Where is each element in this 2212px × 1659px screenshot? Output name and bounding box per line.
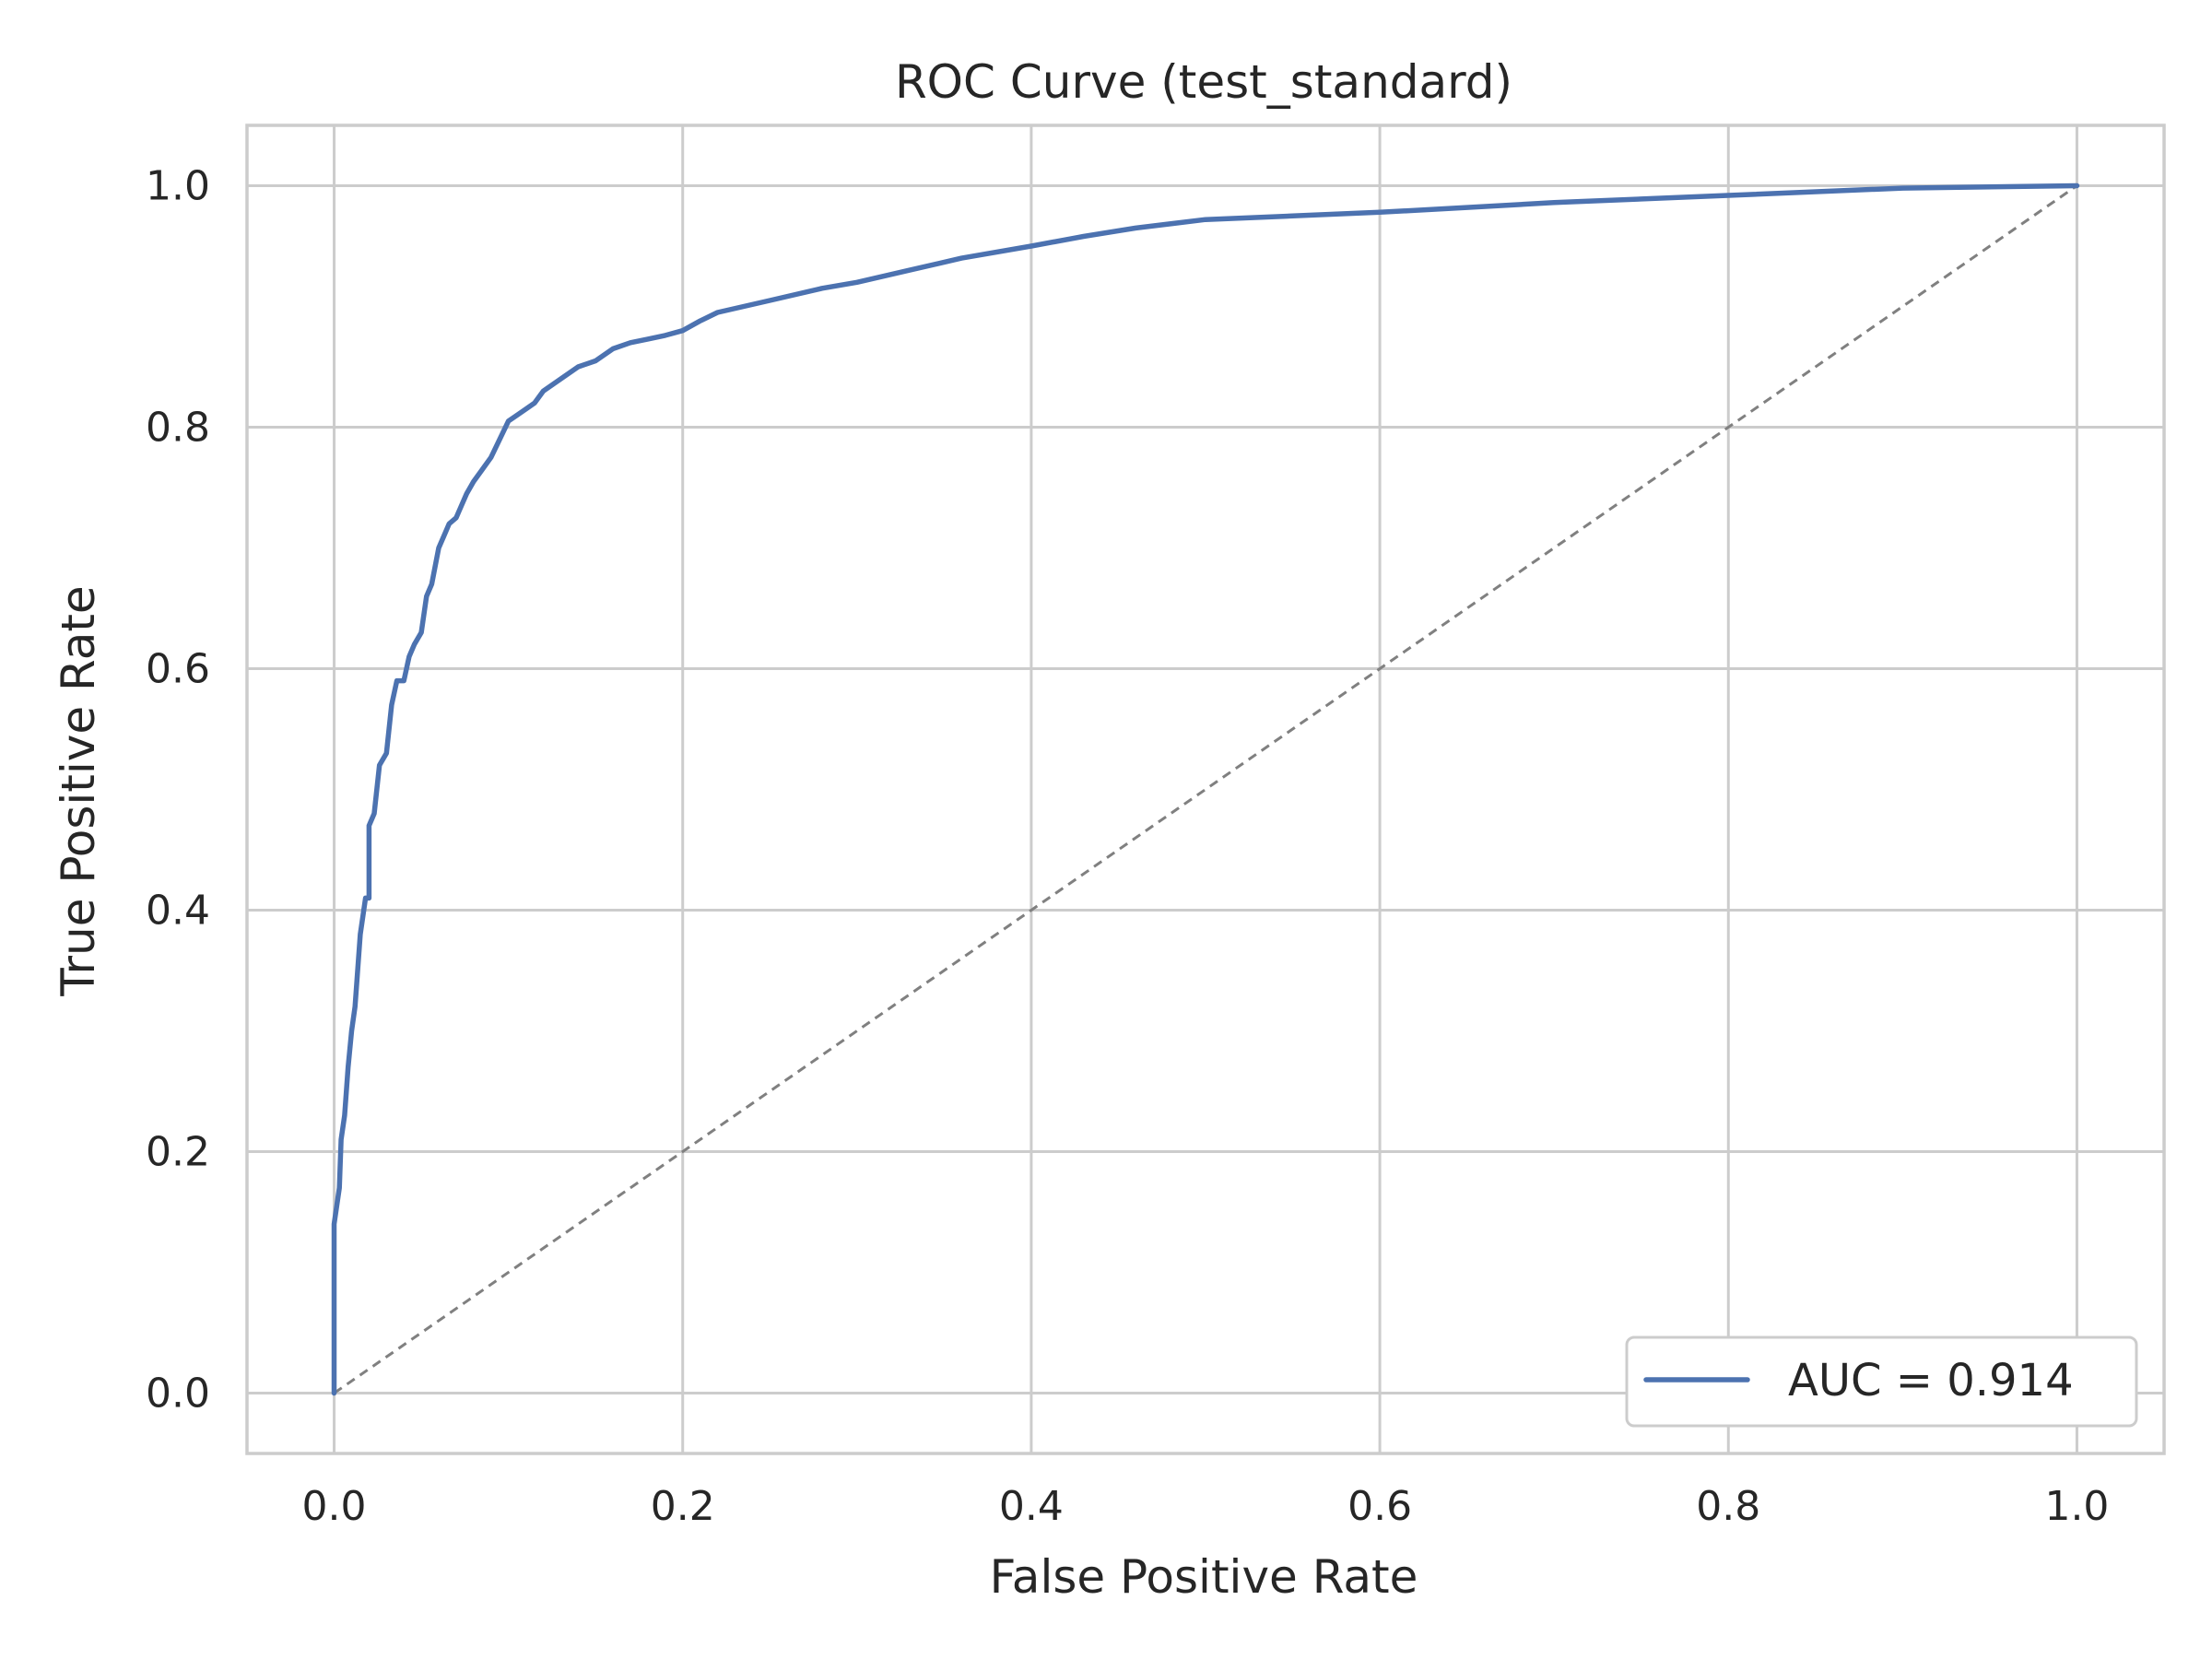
x-tick-label: 0.2: [651, 1483, 715, 1530]
roc-curve-line: [331, 182, 2080, 1396]
x-tick-label: 1.0: [2044, 1483, 2109, 1530]
x-tick-label: 0.6: [1347, 1483, 1412, 1530]
y-tick-label: 0.6: [146, 646, 210, 693]
chart-title: ROC Curve (test_standard): [895, 55, 1512, 109]
y-tick-label: 0.8: [146, 405, 210, 452]
legend-box: [1625, 1335, 2138, 1428]
x-tick-label: 0.0: [302, 1483, 367, 1530]
chance-diagonal-line: [333, 184, 2078, 1394]
x-tick-label: 0.4: [999, 1483, 1064, 1530]
y-axis-label: True Positive Rate: [52, 585, 105, 996]
legend-label: AUC = 0.914: [1788, 1355, 2074, 1406]
grid: [247, 125, 2164, 1453]
legend: AUC = 0.914: [1625, 1335, 2138, 1428]
y-tick-label: 1.0: [146, 163, 210, 210]
y-tick-label: 0.4: [146, 888, 210, 935]
x-axis-label: False Positive Rate: [990, 1550, 1418, 1604]
x-tick-labels: 0.0 0.2 0.4 0.6 0.8 1.0: [302, 1483, 2110, 1530]
y-tick-label: 0.2: [146, 1129, 210, 1176]
y-tick-label: 0.0: [146, 1371, 210, 1418]
plot-frame: [245, 124, 2166, 1455]
x-tick-label: 0.8: [1696, 1483, 1760, 1530]
y-tick-labels: 0.0 0.2 0.4 0.6 0.8 1.0: [146, 163, 210, 1418]
